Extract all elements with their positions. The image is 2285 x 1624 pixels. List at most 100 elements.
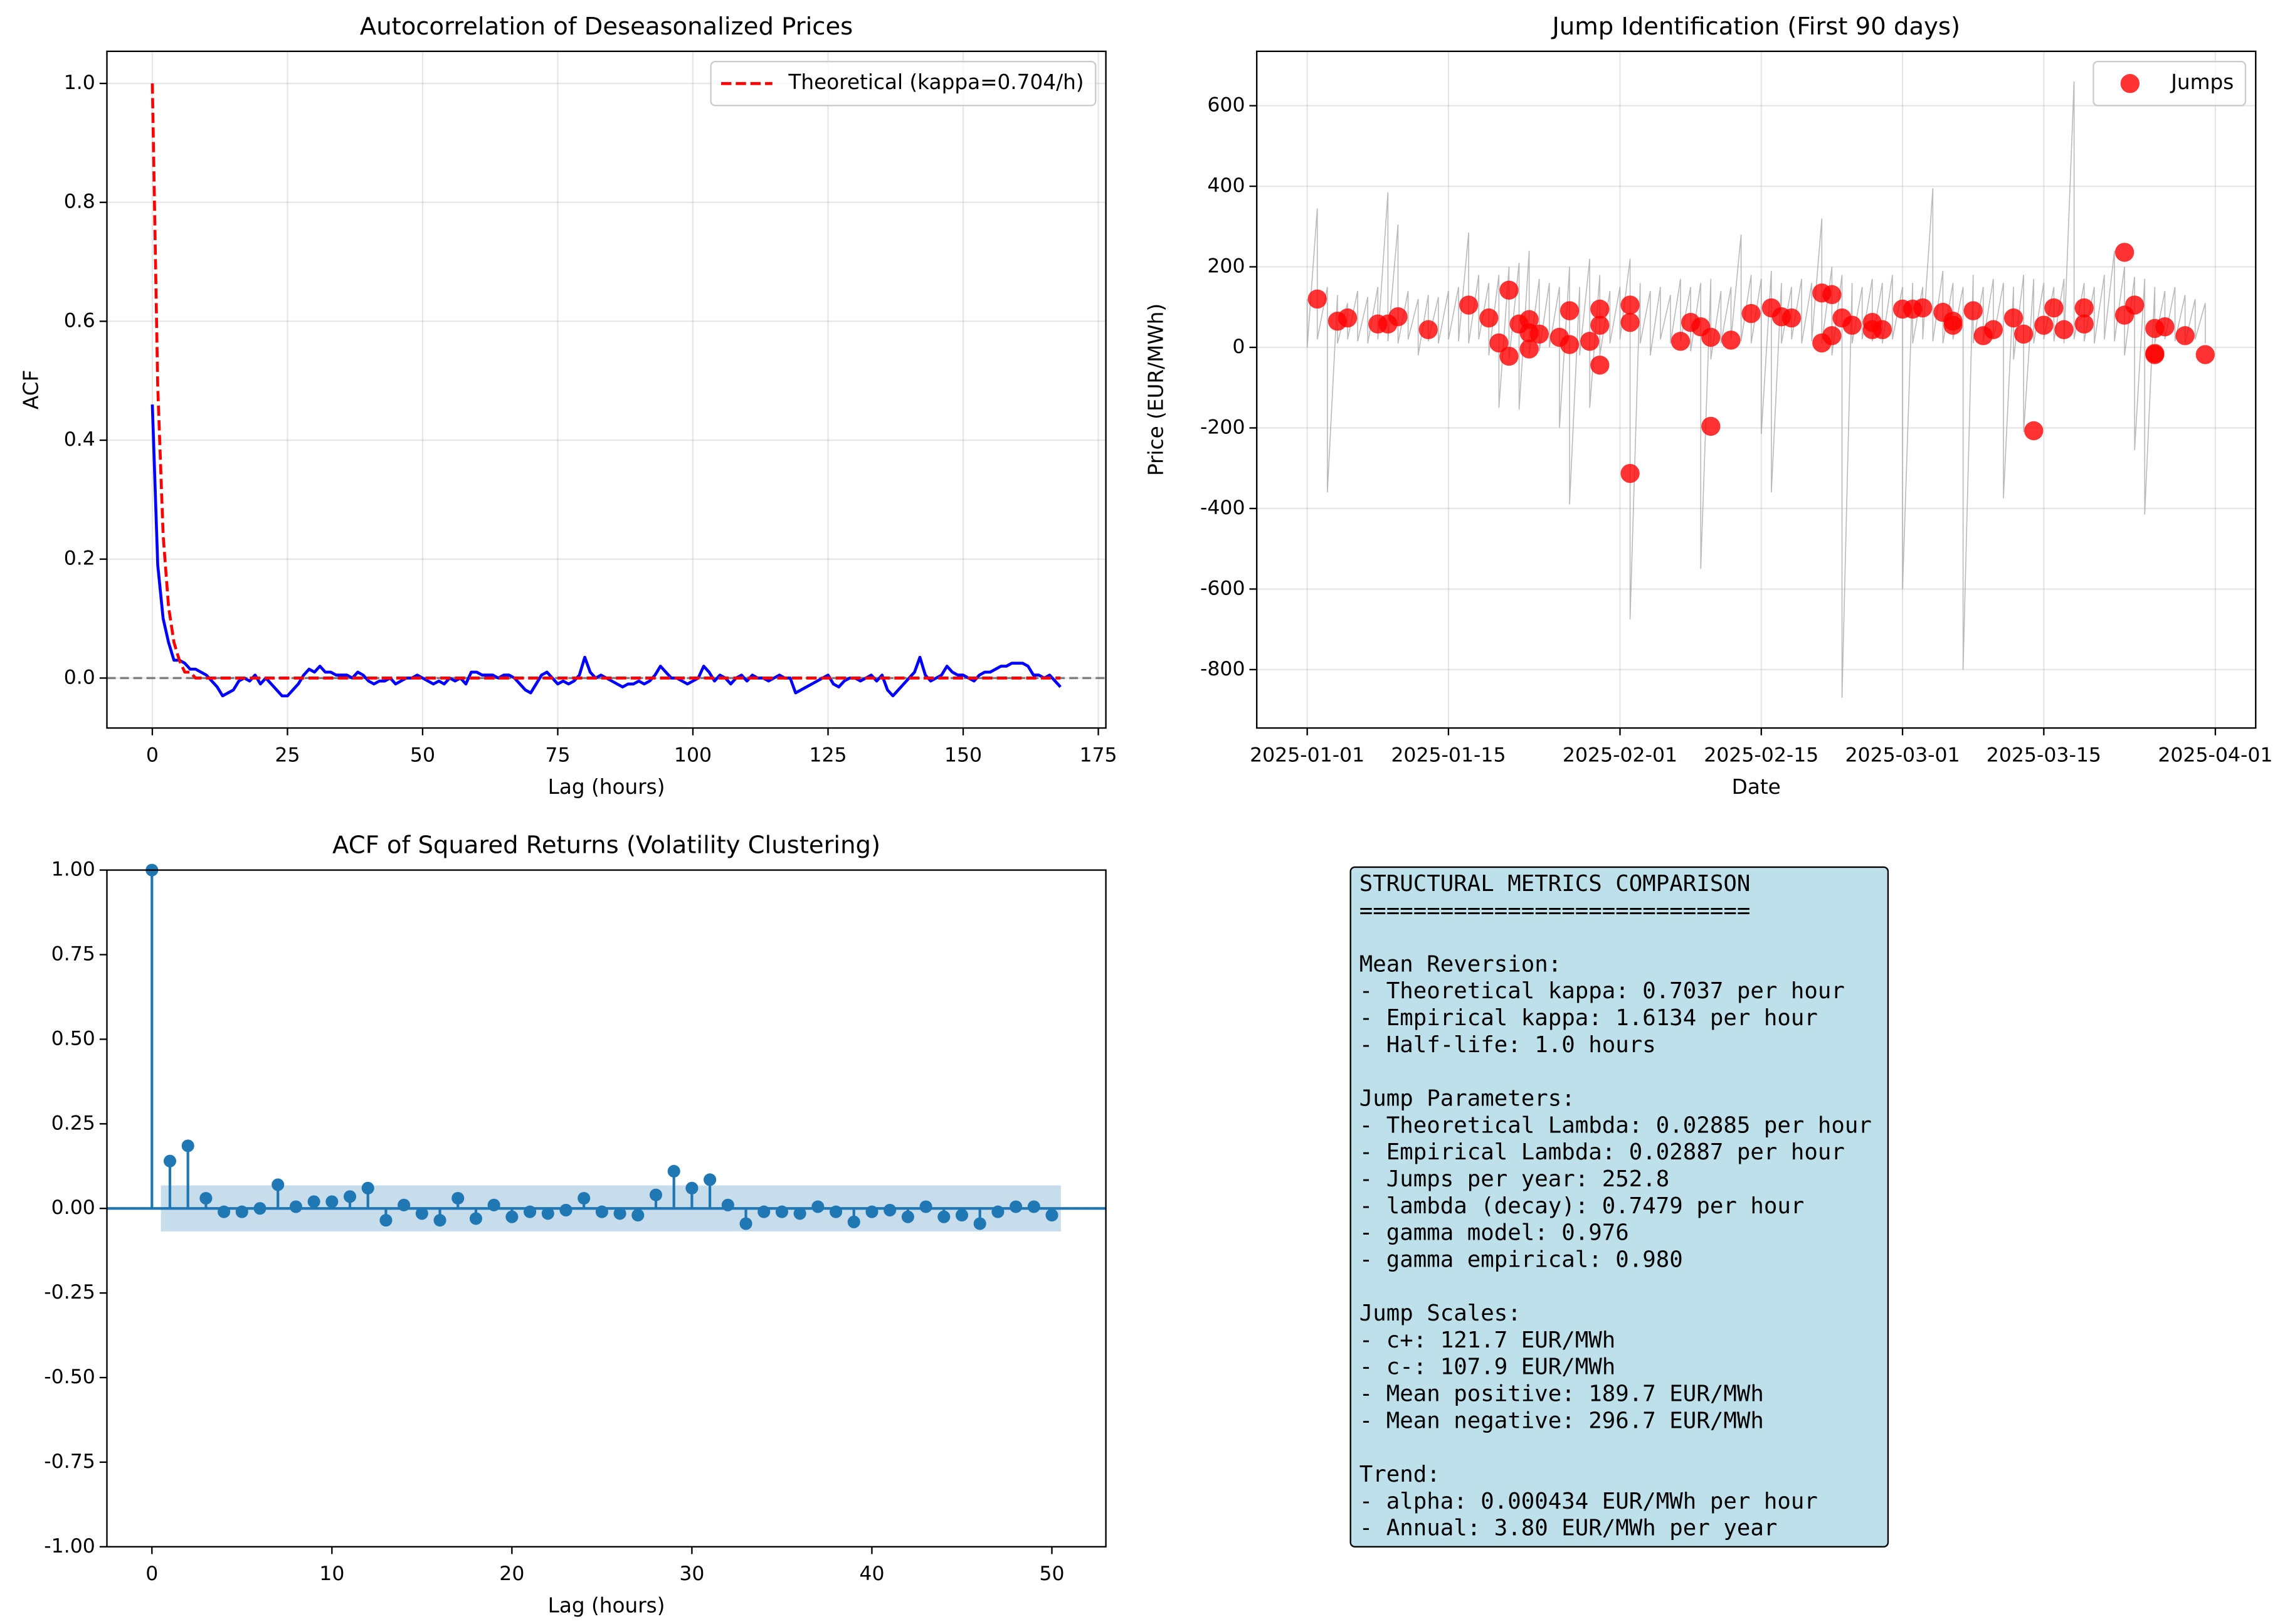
data-line: [150, 83, 1061, 680]
metrics-item: - c+: 121.7 EUR/MWh: [1359, 1327, 1616, 1353]
metrics-item: - gamma empirical: 0.980: [1359, 1247, 1683, 1272]
jump-point: [1559, 335, 1580, 354]
metrics-item: - Empirical kappa: 1.6134 per hour: [1359, 1005, 1818, 1031]
x-tick-label: 2025-03-15: [1987, 744, 2101, 766]
metrics-heading: Jump Parameters:: [1359, 1086, 1575, 1112]
y-tick-label: 0.6: [64, 309, 95, 332]
y-tick-label: 0.4: [64, 428, 95, 451]
jump-point: [2155, 317, 2175, 337]
jump-point: [2044, 298, 2064, 318]
jump-point: [2074, 314, 2094, 334]
metrics-item: - c-: 107.9 EUR/MWh: [1359, 1354, 1616, 1380]
stem-marker: [757, 1205, 771, 1218]
stem-marker: [469, 1212, 483, 1225]
jump-point: [1519, 339, 1539, 359]
stem-marker: [487, 1198, 500, 1211]
jump-point: [1781, 308, 1802, 328]
y-tick-label: 0.2: [64, 547, 95, 570]
stem-marker: [433, 1214, 446, 1227]
y-tick-label: 200: [1207, 255, 1245, 278]
y-tick-label: 0: [1232, 335, 1245, 358]
stem-marker: [1010, 1200, 1023, 1213]
stem-marker: [919, 1200, 932, 1213]
stem-marker: [829, 1205, 843, 1218]
y-tick-label: 400: [1207, 174, 1245, 197]
metrics-heading: Jump Scales:: [1359, 1300, 1521, 1326]
stem-marker: [991, 1205, 1005, 1218]
stem-marker: [451, 1191, 465, 1205]
x-axis-label: Date: [1732, 775, 1781, 799]
metrics-heading: Mean Reversion:: [1359, 951, 1562, 977]
stem-marker: [613, 1207, 626, 1220]
y-tick-label: -0.75: [44, 1450, 95, 1473]
stem-marker: [289, 1200, 302, 1213]
jump-point: [1620, 463, 1640, 483]
stem-marker: [685, 1181, 699, 1194]
chart-title: Autocorrelation of Deseasonalized Prices: [360, 13, 853, 41]
stem-marker: [811, 1200, 825, 1213]
jump-point: [2145, 345, 2165, 364]
jump-point: [2034, 315, 2054, 335]
jump-point: [1822, 285, 1842, 305]
y-tick-label: -600: [1200, 577, 1245, 599]
metrics-heading: Trend:: [1359, 1462, 1440, 1487]
metrics-item: - Annual: 3.80 EUR/MWh per year: [1359, 1516, 1778, 1541]
stem-marker: [1027, 1200, 1040, 1213]
y-tick-label: 1.00: [51, 858, 95, 881]
y-tick-label: 600: [1207, 94, 1245, 117]
chart-title: Jump Identification (First 90 days): [1551, 13, 1960, 41]
y-tick-label: 0.00: [51, 1196, 95, 1219]
jump-point: [1721, 330, 1741, 350]
jump-point: [1459, 295, 1479, 315]
x-tick-label: 150: [944, 744, 982, 766]
stem-marker: [343, 1190, 357, 1203]
stem-marker: [235, 1205, 248, 1218]
jump-point: [1983, 320, 2003, 339]
metrics-item: - alpha: 0.000434 EUR/MWh per hour: [1359, 1489, 1818, 1514]
x-tick-label: 2025-04-01: [2158, 744, 2272, 766]
stem-marker: [937, 1210, 951, 1223]
x-tick-label: 75: [545, 744, 570, 766]
stem-marker: [578, 1191, 591, 1205]
metrics-item: - Theoretical Lambda: 0.02885 per hour: [1359, 1112, 1872, 1138]
legend-label: Jumps: [2170, 70, 2234, 94]
stem-marker: [955, 1208, 969, 1222]
x-tick-label: 2025-01-15: [1391, 744, 1506, 766]
x-tick-label: 30: [679, 1563, 704, 1585]
y-tick-label: 0.0: [64, 666, 95, 688]
jump-point: [1842, 315, 1862, 335]
y-tick-label: 0.8: [64, 191, 95, 213]
jump-point: [1499, 346, 1519, 366]
jump-point: [1388, 307, 1408, 327]
jump-point: [2124, 295, 2145, 315]
stem-marker: [541, 1207, 554, 1220]
jump-point: [1590, 315, 1610, 335]
jump-point: [1418, 320, 1438, 339]
stem-marker: [398, 1198, 411, 1211]
stem-marker: [199, 1191, 213, 1205]
legend-frame: [2092, 61, 2247, 107]
y-tick-label: -200: [1200, 416, 1245, 438]
jump-point: [1580, 332, 1600, 351]
jump-point: [2195, 345, 2215, 364]
stem-marker: [901, 1210, 914, 1223]
metrics-item: - Empirical Lambda: 0.02887 per hour: [1359, 1139, 1845, 1165]
metrics-item: - lambda (decay): 0.7479 per hour: [1359, 1193, 1805, 1219]
metrics-item: - Theoretical kappa: 0.7037 per hour: [1359, 978, 1845, 1004]
x-tick-label: 20: [499, 1563, 524, 1585]
stem-marker: [884, 1203, 897, 1216]
stem-marker: [775, 1205, 788, 1218]
jump-point: [1590, 299, 1610, 319]
metrics-rule: =============================: [1359, 898, 1751, 924]
axes-frame: [1256, 50, 2257, 729]
jump-point: [2054, 320, 2074, 339]
y-tick-label: 1.0: [64, 71, 95, 94]
x-tick-label: 50: [1039, 1563, 1064, 1585]
x-tick-label: 2025-02-15: [1704, 744, 1818, 766]
stem-marker: [847, 1215, 860, 1228]
jump-point: [1872, 320, 1892, 339]
jump-point: [1943, 312, 1963, 331]
chart-title: ACF of Squared Returns (Volatility Clust…: [332, 831, 880, 860]
legend-label: Theoretical (kappa=0.704/h): [788, 70, 1084, 94]
